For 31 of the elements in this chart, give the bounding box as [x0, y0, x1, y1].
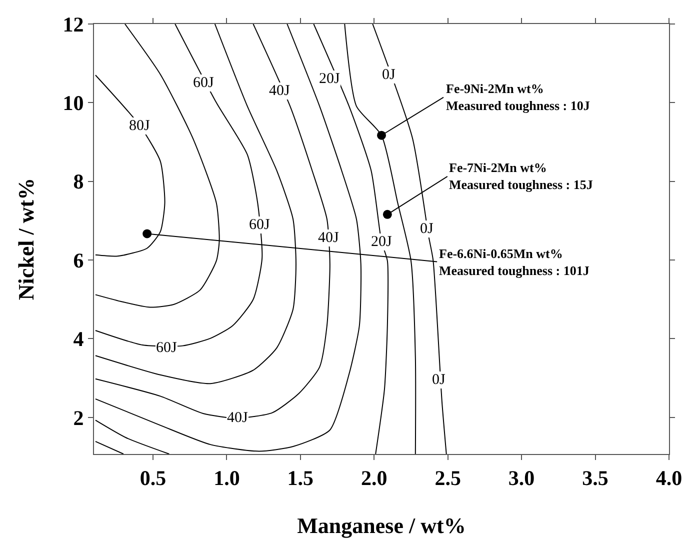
- x-tick-label: 1.0: [214, 466, 240, 490]
- annotation: Fe-9Ni-2Mn wt% Measured toughness : 10J: [446, 81, 590, 113]
- x-tick-label: 4.0: [656, 466, 682, 490]
- annotation: Fe-7Ni-2Mn wt% Measured toughness : 15J: [449, 160, 594, 192]
- x-tick-label: 2.5: [434, 466, 461, 490]
- annotation: 40J: [269, 83, 290, 99]
- x-tick-label: 3.5: [582, 466, 608, 490]
- annotation: 60J: [156, 340, 177, 356]
- x-axis-title: Manganese / wt%: [297, 513, 466, 538]
- annotation: 20J: [371, 234, 392, 250]
- x-tick-label: 3.0: [508, 466, 535, 490]
- y-tick-label: 4: [73, 327, 84, 352]
- annotation: 60J: [193, 75, 214, 91]
- y-tick-label: 10: [62, 91, 84, 116]
- annotation: 0J: [382, 67, 396, 83]
- annotation: 60J: [249, 217, 270, 233]
- annotation: 0J: [420, 221, 434, 237]
- x-tick-label: 0.5: [140, 466, 166, 490]
- y-tick-label: 8: [73, 170, 84, 194]
- annotation: Fe-6.6Ni-0.65Mn wt% Measured toughness : 101J: [439, 246, 590, 278]
- y-tick-label: 2: [73, 406, 84, 430]
- annotation: 80J: [129, 118, 150, 134]
- y-tick-label: 6: [73, 248, 84, 272]
- annotation: 40J: [318, 230, 339, 246]
- annotation: 40J: [227, 410, 248, 426]
- y-axis-title: Nickel / wt%: [14, 178, 39, 300]
- annotation: 0J: [432, 372, 446, 388]
- x-tick-label: 2.0: [361, 466, 388, 490]
- x-tick-label: 1.5: [287, 466, 314, 490]
- y-tick-label: 12: [62, 12, 84, 36]
- annotation: 20J: [319, 71, 340, 87]
